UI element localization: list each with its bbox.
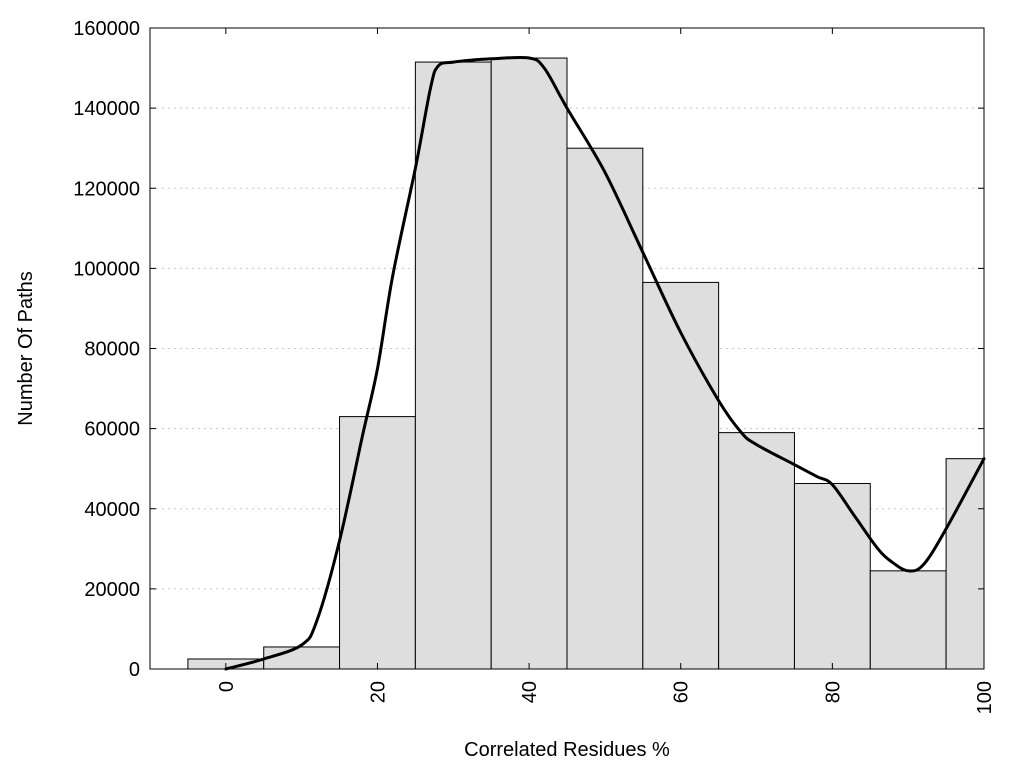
histogram-bar [566, 147, 644, 670]
y-tick-label: 0 [129, 659, 140, 681]
x-tick-label: 0 [216, 681, 238, 692]
x-axis-label: Correlated Residues % [464, 739, 670, 761]
density-curve [224, 55, 986, 671]
histogram-bar [718, 432, 795, 670]
histogram-bar [793, 483, 871, 670]
y-tick-label: 40000 [84, 499, 140, 521]
y-tick-label: 80000 [84, 339, 140, 361]
y-tick-label: 60000 [84, 419, 140, 441]
y-axis-label: Number Of Paths [15, 271, 37, 426]
x-tick-label: 100 [974, 681, 996, 714]
histogram-bar [263, 646, 341, 670]
histogram-bar [339, 416, 416, 670]
y-tick-label: 100000 [73, 258, 140, 280]
y-tick-label: 120000 [73, 178, 140, 200]
x-tick-label: 60 [671, 681, 693, 703]
histogram-bar [945, 458, 985, 670]
histogram-bar [490, 57, 568, 670]
x-tick-label: 40 [519, 681, 541, 703]
histogram-bar [414, 61, 492, 670]
y-tick-label: 160000 [73, 18, 140, 40]
y-tick-label: 140000 [73, 98, 140, 120]
x-tick-label: 20 [367, 681, 389, 703]
gridlines [150, 107, 984, 590]
axis-ticks: 0 20000 40000 60000 80000 100000 120000 140000 1… [73, 18, 996, 714]
histogram-bars [187, 57, 985, 670]
histogram-bar [642, 281, 720, 670]
y-tick-label: 20000 [84, 579, 140, 601]
histogram-bar [869, 570, 947, 670]
x-tick-label: 80 [822, 681, 844, 703]
